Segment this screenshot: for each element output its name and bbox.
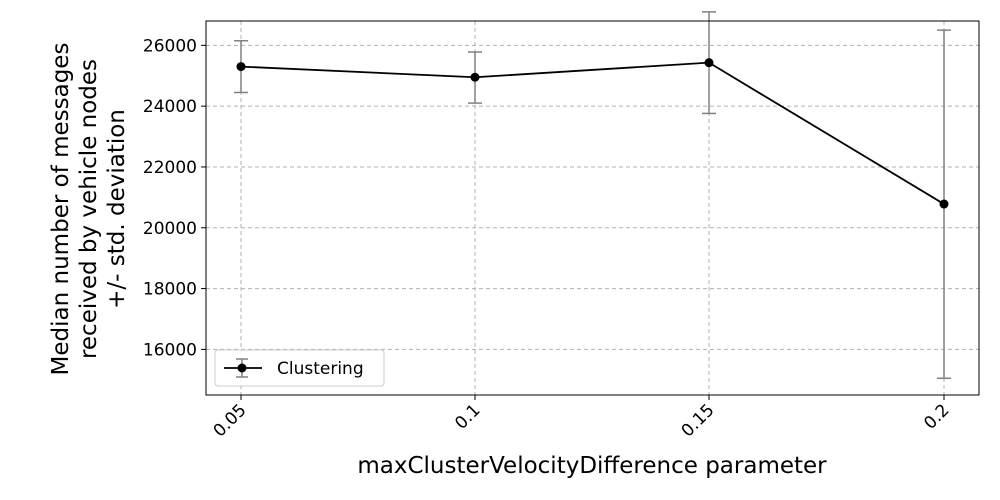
y-tick-label: 24000 (143, 97, 197, 117)
errorbar-layer (234, 11, 951, 380)
grid-layer (206, 21, 979, 395)
y-tick-label: 26000 (143, 36, 197, 56)
data-point (236, 62, 246, 72)
series-line-clustering (240, 61, 945, 205)
x-axis-title: maxClusterVelocityDifference parameter (357, 453, 827, 479)
legend-label: Clustering (277, 359, 364, 379)
x-tick-label: 0.2 (920, 400, 953, 433)
x-tick-label: 0.15 (678, 400, 719, 441)
line-layer (240, 61, 945, 205)
y-axis-title-line-3: +/- std. deviation (104, 109, 130, 309)
y-tick-label: 18000 (143, 280, 197, 300)
legend-marker (237, 363, 247, 373)
data-point (704, 58, 714, 68)
y-tick-label: 22000 (143, 158, 197, 178)
y-tick-label: 20000 (143, 219, 197, 239)
plot-frame (205, 20, 980, 396)
marker-layer (236, 58, 949, 209)
data-point (939, 199, 949, 209)
legend-box (214, 349, 385, 387)
y-axis-title-line-2: received by vehicle nodes (76, 59, 102, 359)
x-tick-label: 0.05 (210, 400, 251, 441)
y-axis-title: Median number of messages received by ve… (48, 43, 130, 376)
data-point (470, 72, 480, 82)
y-axis-title-line-1: Median number of messages (48, 43, 74, 376)
y-tick-label: 16000 (143, 340, 197, 360)
legend: Clustering (214, 349, 385, 387)
x-tick-label: 0.1 (451, 400, 484, 433)
